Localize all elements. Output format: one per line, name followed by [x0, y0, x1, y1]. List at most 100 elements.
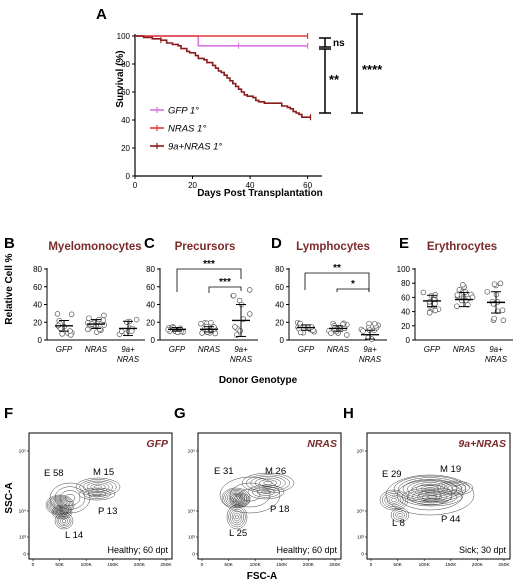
data-point: [54, 311, 61, 317]
density-contour: [231, 510, 243, 524]
legend-label: 9a+NRAS 1°: [168, 142, 222, 153]
survival-y-tick-label: 40: [121, 116, 130, 125]
gate-label-p: P 18: [270, 504, 289, 515]
density-contour: [397, 512, 403, 518]
data-point: [360, 328, 366, 334]
panel-b-title: Myelomonocytes: [48, 241, 141, 253]
density-contour: [229, 482, 271, 508]
density-contour: [58, 515, 70, 527]
density-contour: [221, 487, 251, 509]
density-contour: [259, 479, 277, 487]
density-contour: [232, 495, 240, 501]
panels-f-h: F G H SSC-A FSC-A 0 10³ 10⁴ 10⁵ 0 50K 100K 150K…: [4, 405, 511, 582]
flow-plots: 0 10³ 10⁴ 10⁵ 0 50K 100K 150K 200K 250K GFP E 58 M 1…: [19, 432, 511, 568]
survival-curves: [135, 33, 312, 121]
density-contour: [401, 487, 463, 507]
flow-y-tick-label: 0: [23, 552, 26, 558]
density-contour: [390, 507, 410, 523]
gate-label-l: L 25: [229, 528, 247, 539]
data-point: [454, 292, 461, 298]
data-point: [344, 332, 350, 338]
data-point: [497, 280, 504, 287]
y-tick-label: 0: [280, 336, 285, 345]
y-tick-label: 40: [33, 301, 42, 310]
density-contour: [49, 482, 91, 514]
data-point: [101, 312, 107, 319]
data-point: [426, 299, 433, 305]
data-point: [59, 331, 65, 337]
gate-label-e: E 31: [214, 466, 234, 477]
y-tick-label: 100: [397, 265, 411, 274]
data-point: [491, 315, 497, 322]
flow-x-tick-label: 0: [32, 562, 35, 568]
density-contour: [94, 485, 102, 489]
flow-x-tick-label: 0: [370, 562, 373, 568]
flow-panel-h: 0 10³ 10⁴ 10⁵ 0 50K 100K 150K 200K 250K 9a+NRAS E 2…: [357, 432, 511, 568]
sig-2star-label: **: [329, 72, 340, 87]
gate-label-e: E 29: [382, 469, 402, 480]
flow-x-tick-label: 150K: [107, 562, 119, 568]
flow-x-tick-label: 50K: [393, 562, 402, 568]
panel-e-letter: E: [399, 235, 409, 252]
data-point: [237, 327, 243, 334]
survival-y-label: Survival (%): [115, 50, 126, 107]
data-point: [484, 288, 491, 295]
data-point: [297, 329, 304, 336]
category-label-line2: NRAS: [359, 355, 382, 364]
flow-y-tick-label: 10⁴: [19, 509, 26, 515]
flow-x-tick-label: 100K: [81, 562, 93, 568]
y-tick-label: 20: [275, 318, 284, 327]
flow-y-tick-label: 0: [192, 552, 195, 558]
density-contour: [406, 489, 458, 505]
y-tick-label: 60: [275, 283, 284, 292]
density-contour: [228, 492, 244, 504]
flow-x-tick-label: 200K: [303, 562, 315, 568]
data-point: [208, 319, 214, 326]
legend-label: GFP 1°: [168, 106, 199, 117]
density-contour: [226, 491, 246, 505]
survival-curve-3: [135, 35, 311, 118]
y-tick-label: 20: [401, 322, 410, 331]
density-contour: [241, 472, 295, 494]
flow-y-tick-label: 0: [361, 552, 364, 558]
density-contour: [230, 508, 244, 526]
flow-plot-frame: [366, 432, 511, 560]
data-point: [129, 328, 135, 334]
survival-x-tick-label: 60: [303, 181, 312, 190]
density-contour: [411, 490, 453, 504]
density-contour: [385, 474, 475, 516]
survival-x-tick-label: 20: [188, 181, 197, 190]
panels-b-e: B Myelomonocytes C Precursors D Lymphocy…: [4, 235, 513, 386]
data-point: [232, 324, 238, 330]
category-label: NRAS: [453, 345, 476, 354]
category-label-line2: NRAS: [117, 355, 140, 364]
data-point: [500, 317, 507, 324]
y-tick-label: 0: [38, 336, 43, 345]
category-label: GFP: [169, 345, 186, 354]
y-tick-label: 0: [151, 336, 156, 345]
y-tick-label: 0: [406, 336, 411, 345]
density-contour: [382, 491, 406, 509]
density-contour: [92, 492, 102, 496]
gate-label-m: M 19: [440, 464, 461, 475]
density-contour: [51, 504, 73, 520]
flow-y-tick-label: 10⁵: [357, 449, 364, 455]
density-contour: [58, 509, 66, 515]
survival-y-tick-label: 100: [117, 32, 131, 41]
density-contour: [64, 493, 76, 503]
density-contour: [239, 488, 261, 502]
flow-x-tick-label: 50K: [224, 562, 233, 568]
sig-4star-label: ****: [362, 62, 383, 77]
fsc-a-x-label: FSC-A: [247, 571, 278, 582]
flow-x-tick-label: 0: [201, 562, 204, 568]
density-contour: [56, 507, 68, 517]
panel-c-sig2: ***: [219, 277, 231, 288]
panel-d-title: Lymphocytes: [296, 241, 370, 253]
survival-x-tick-label: 0: [133, 181, 138, 190]
category-label: NRAS: [198, 345, 221, 354]
flow-genotype-label: 9a+NRAS: [458, 438, 506, 450]
density-contour: [391, 498, 397, 502]
y-tick-label: 80: [401, 279, 410, 288]
density-contour: [54, 506, 70, 518]
data-point: [454, 303, 460, 309]
